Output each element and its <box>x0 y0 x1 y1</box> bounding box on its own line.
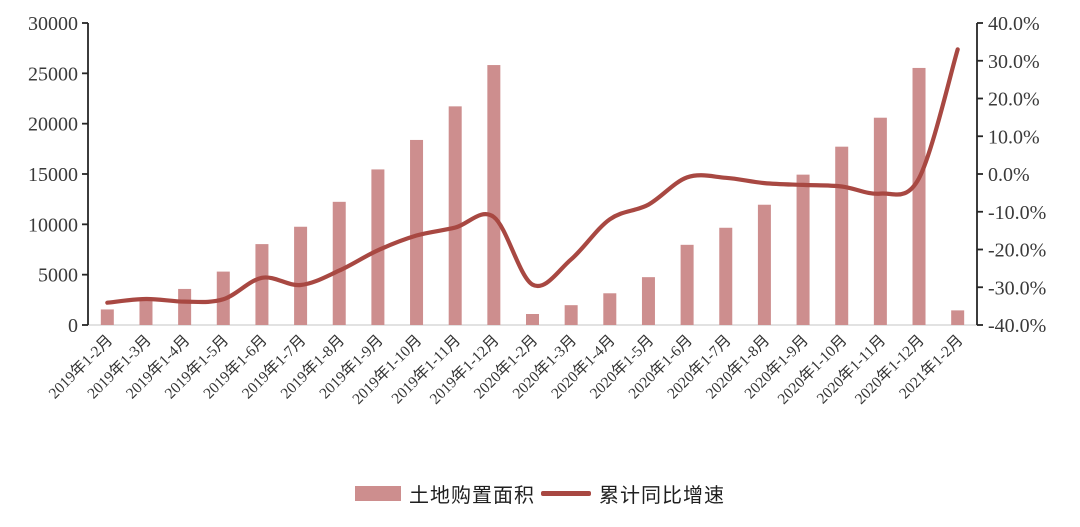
right-axis-tick-label: -40.0% <box>988 315 1046 337</box>
bar-2020年1-12月 <box>912 67 926 326</box>
legend-item-bar-series: 土地购置面积 <box>355 479 535 508</box>
bar-2019年1-11月 <box>448 106 462 326</box>
right-axis-tick-label: -30.0% <box>988 277 1046 299</box>
bar-2021年1-2月 <box>951 310 965 325</box>
bar-2020年1-2月 <box>526 314 539 325</box>
bar-2019年1-10月 <box>410 139 424 325</box>
left-axis-tick-label: 5000 <box>38 265 78 287</box>
legend-bar-label: 土地购置面积 <box>409 484 535 507</box>
right-axis-tick-label: 20.0% <box>988 89 1040 111</box>
bar-2019年1-7月 <box>294 226 308 325</box>
bar-2020年1-4月 <box>603 293 617 325</box>
left-axis-tick-label: 15000 <box>28 164 78 186</box>
right-axis-tick-label: 40.0% <box>988 13 1040 35</box>
bar-2020年1-3月 <box>564 305 578 325</box>
legend-item-line-series: 累计同比增速 <box>541 479 725 508</box>
left-axis-tick-label: 20000 <box>28 114 78 136</box>
bar-2020年1-10月 <box>835 146 849 325</box>
legend: 土地购置面积 累计同比增速 <box>0 476 1080 510</box>
growth-rate-line <box>105 47 960 305</box>
bar-2020年1-6月 <box>680 244 694 325</box>
right-axis-tick-label: 10.0% <box>988 126 1040 148</box>
bar-2019年1-9月 <box>371 169 385 325</box>
left-axis-tick-label: 30000 <box>28 13 78 35</box>
bar-2019年1-8月 <box>332 201 346 325</box>
right-axis-tick-label: -20.0% <box>988 240 1046 262</box>
bar-series-swatch <box>355 485 401 501</box>
right-axis-tick-label: -10.0% <box>988 202 1046 224</box>
left-axis-tick-label: 10000 <box>28 214 78 236</box>
line-series-swatch <box>541 490 591 496</box>
legend-line-label: 累计同比增速 <box>599 484 725 507</box>
bar-2020年1-9月 <box>796 174 810 325</box>
right-axis-tick-label: 30.0% <box>988 51 1040 73</box>
bar-2020年1-8月 <box>757 204 771 325</box>
right-axis-tick-label: 0.0% <box>988 164 1030 186</box>
bar-2020年1-5月 <box>641 277 655 325</box>
bar-2020年1-7月 <box>719 227 733 325</box>
left-axis-tick-label: 25000 <box>28 63 78 85</box>
bar-2019年1-6月 <box>255 244 269 325</box>
bar-2019年1-4月 <box>178 288 192 325</box>
bar-2019年1-12月 <box>487 65 501 325</box>
bar-2019年1-3月 <box>139 299 153 325</box>
bar-2020年1-11月 <box>873 117 887 325</box>
left-axis-tick-label: 0 <box>68 315 78 337</box>
bar-2019年1-2月 <box>100 309 114 325</box>
